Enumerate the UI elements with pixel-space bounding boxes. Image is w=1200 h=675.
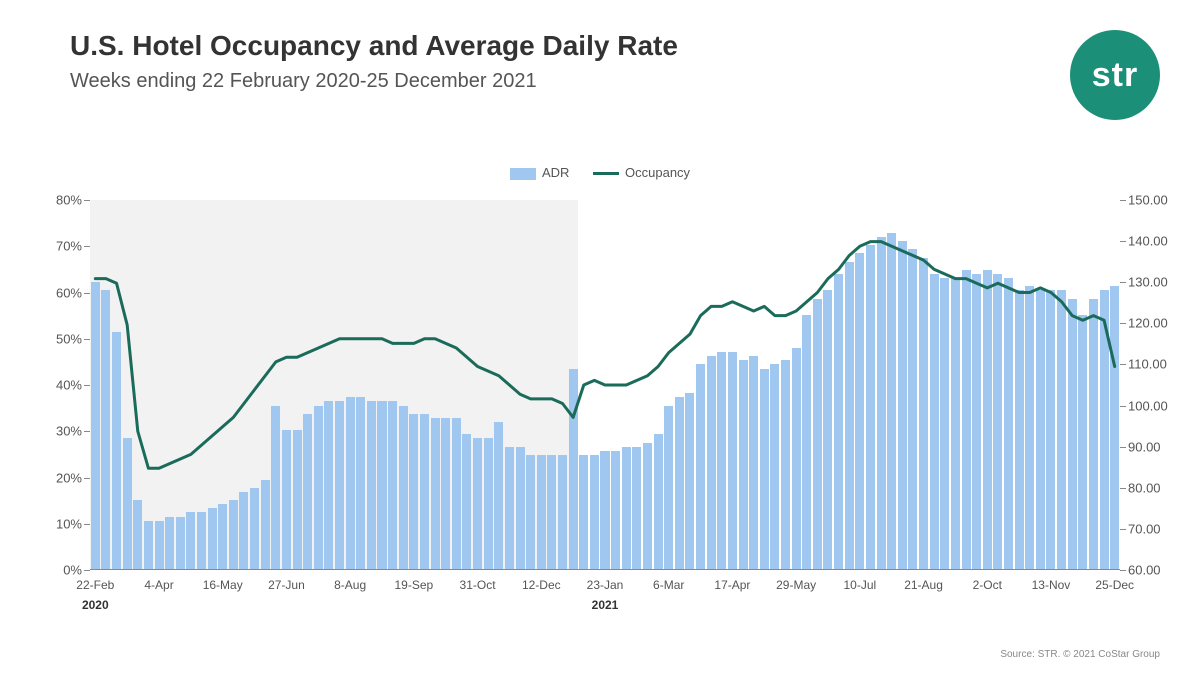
y-right-label: 150.00 (1120, 193, 1168, 208)
y-right-label: 60.00 (1120, 563, 1161, 578)
legend-swatch-occ (593, 172, 619, 175)
x-tick-label: 8-Aug (334, 578, 366, 592)
x-tick-label: 23-Jan (587, 578, 624, 592)
y-right-label: 90.00 (1120, 439, 1161, 454)
chart-area: 0%10%20%30%40%50%60%70%80% 60.0070.0080.… (90, 200, 1120, 570)
y-right-label: 130.00 (1120, 275, 1168, 290)
x-tick-label: 12-Dec (522, 578, 561, 592)
x-tick-label: 2-Oct (973, 578, 1002, 592)
logo-text: str (1092, 56, 1138, 95)
chart-page: U.S. Hotel Occupancy and Average Daily R… (0, 0, 1200, 675)
y-right-label: 100.00 (1120, 398, 1168, 413)
page-title: U.S. Hotel Occupancy and Average Daily R… (70, 30, 678, 62)
x-tick-label: 27-Jun (268, 578, 305, 592)
y-right-label: 70.00 (1120, 521, 1161, 536)
y-right-label: 120.00 (1120, 316, 1168, 331)
chart-legend: ADR Occupancy (0, 165, 1200, 180)
x-tick-label: 16-May (203, 578, 243, 592)
x-tick-label: 21-Aug (904, 578, 943, 592)
x-tick-label: 29-May (776, 578, 816, 592)
y-right-label: 140.00 (1120, 234, 1168, 249)
str-logo: str (1070, 30, 1160, 120)
x-year-label: 2020 (82, 598, 109, 612)
x-tick-label: 4-Apr (144, 578, 173, 592)
legend-swatch-adr (510, 168, 536, 180)
x-tick-label: 19-Sep (395, 578, 434, 592)
legend-label-adr: ADR (542, 165, 569, 180)
x-tick-label: 25-Dec (1095, 578, 1134, 592)
x-tick-label: 10-Jul (844, 578, 877, 592)
occupancy-path (95, 242, 1114, 469)
x-tick-label: 31-Oct (460, 578, 496, 592)
y-right-label: 80.00 (1120, 480, 1161, 495)
y-right-label: 110.00 (1120, 357, 1167, 372)
x-tick-label: 22-Feb (76, 578, 114, 592)
x-axis-baseline (90, 569, 1120, 570)
x-tick-label: 17-Apr (714, 578, 750, 592)
page-subtitle: Weeks ending 22 February 2020-25 Decembe… (70, 70, 537, 93)
x-tick-label: 13-Nov (1032, 578, 1071, 592)
plot-area: 0%10%20%30%40%50%60%70%80% 60.0070.0080.… (90, 200, 1120, 570)
occupancy-line (90, 200, 1120, 570)
x-year-label: 2021 (592, 598, 619, 612)
source-credit: Source: STR. © 2021 CoStar Group (1000, 649, 1160, 660)
legend-label-occ: Occupancy (625, 165, 690, 180)
x-tick-label: 6-Mar (653, 578, 684, 592)
